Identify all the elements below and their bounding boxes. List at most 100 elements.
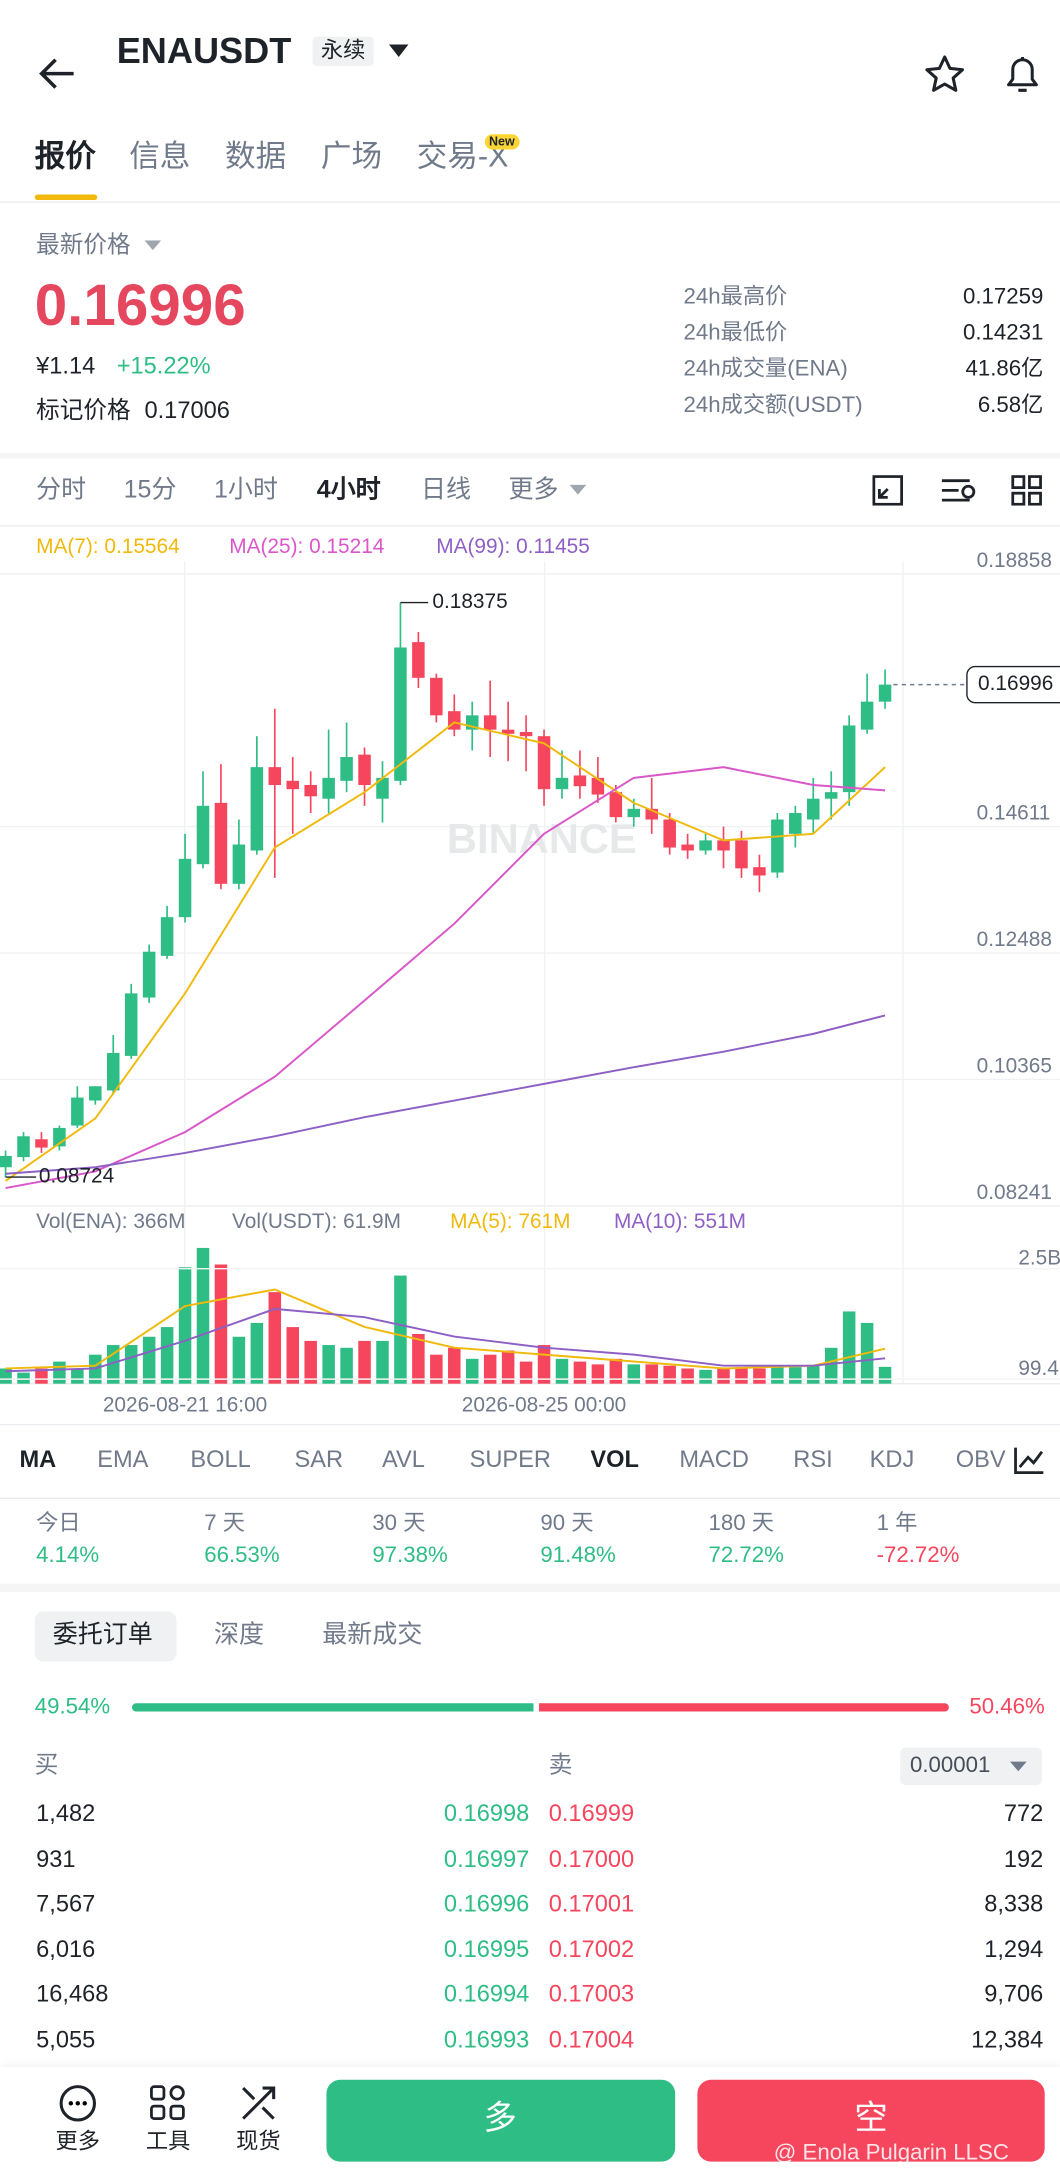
precision: 0.00001 [909, 1753, 991, 1778]
kline-chart: 0.08241 0.10365 0.12488 0.14611 0.18858 BINAN… [0, 535, 1060, 1416]
low-label: 0.08724 [39, 1165, 114, 1188]
bid-qty: 7,567 [36, 1890, 96, 1917]
tab[interactable]: 报价 [34, 138, 96, 174]
period-change: 4.14% [36, 1544, 100, 1568]
stat-value: 6.58亿 [977, 393, 1044, 418]
y-tick-label: 0.18858 [977, 549, 1052, 572]
candle-body [699, 840, 712, 851]
high-label: 0.18375 [432, 590, 507, 613]
tool-label[interactable]: 工具 [145, 2130, 191, 2154]
interval[interactable]: 分时 [36, 475, 87, 504]
candle-body [430, 677, 443, 716]
watermark: @ Enola Pulgarin LLSC [773, 2141, 1009, 2166]
y-tick-label: 0.10365 [977, 1054, 1052, 1077]
indicator[interactable]: MA [19, 1445, 57, 1473]
candle-body [376, 777, 389, 799]
candle-body [340, 757, 353, 781]
volume-bar [448, 1347, 461, 1384]
chart-tools[interactable] [872, 475, 1044, 506]
indicator[interactable]: MACD [679, 1445, 749, 1473]
x-tick-label: 2026-08-25 00:00 [462, 1393, 626, 1416]
tab-pill [34, 1611, 177, 1662]
stat-label: 24h最高价 [683, 285, 788, 309]
interval[interactable]: 日线 [420, 475, 471, 504]
tool-label[interactable]: 更多 [55, 2130, 101, 2154]
interval[interactable]: 4小时 [316, 475, 381, 504]
indicator[interactable]: OBV [955, 1445, 1006, 1473]
candle-body [17, 1136, 30, 1158]
volume-bar [17, 1372, 30, 1384]
volume-bar [537, 1345, 551, 1384]
volume-bar [735, 1367, 748, 1384]
candle-body [573, 775, 587, 787]
candle-body [412, 642, 425, 678]
interval[interactable]: 更多 [508, 475, 559, 504]
tool-label[interactable]: 现货 [236, 2130, 281, 2154]
candle-body [753, 867, 766, 876]
candle-body [268, 767, 282, 785]
volume-bar [196, 1247, 210, 1384]
tab[interactable]: 广场 [320, 138, 383, 174]
interval[interactable]: 1小时 [213, 475, 278, 504]
bid-qty: 931 [36, 1845, 76, 1872]
symbol-title[interactable]: ENAUSDT [116, 29, 292, 72]
divider [0, 1583, 1060, 1593]
bid-price: 0.16993 [443, 2025, 530, 2053]
stat-label: 24h成交额(USDT) [683, 393, 863, 418]
short-button[interactable] [697, 2079, 1045, 2162]
star-icon[interactable] [924, 54, 966, 96]
indicator[interactable]: RSI [793, 1445, 833, 1473]
indicator-settings[interactable] [1013, 1445, 1046, 1476]
orderbook-tab[interactable]: 最新成交 [322, 1620, 423, 1648]
orderbook-tab[interactable]: 深度 [213, 1620, 264, 1648]
volume-bar [824, 1347, 838, 1384]
indicator[interactable]: SAR [294, 1445, 344, 1473]
divider [0, 1423, 1060, 1426]
sell-ratio-bar [539, 1703, 949, 1712]
candle-body [519, 732, 533, 737]
candle-body [394, 647, 407, 781]
period-label: 180 天 [708, 1512, 775, 1536]
bell-icon[interactable] [1002, 53, 1044, 97]
volume-bar [394, 1275, 407, 1384]
volume-bar [753, 1368, 766, 1384]
tab[interactable]: 数据 [225, 138, 287, 174]
price-change: +15.22% [116, 352, 211, 379]
indicator[interactable]: KDJ [869, 1445, 915, 1473]
indicator[interactable]: AVL [382, 1445, 425, 1473]
long-label[interactable]: 多 [483, 2099, 517, 2138]
candle-body [0, 1155, 12, 1168]
tab[interactable]: 信息 [129, 138, 191, 174]
dropdown-icon [1009, 1761, 1027, 1772]
ask-qty: 1,294 [984, 1935, 1044, 1963]
stat-value: 0.14231 [962, 321, 1044, 346]
volume-bar [699, 1369, 712, 1384]
volume-bar [591, 1364, 605, 1384]
volume-bar [430, 1354, 443, 1384]
long-button[interactable] [326, 2079, 676, 2162]
interval[interactable]: 15分 [123, 475, 177, 504]
indicator[interactable]: EMA [97, 1445, 149, 1473]
volume-bar [465, 1358, 479, 1384]
candle-body [322, 777, 335, 799]
ma-legend: MA(25): 0.15214 [229, 535, 384, 558]
indicator[interactable]: VOL [590, 1445, 639, 1473]
volume-bar [340, 1347, 353, 1384]
indicator[interactable]: BOLL [190, 1445, 251, 1473]
indicator[interactable]: SUPER [469, 1445, 551, 1473]
candle-body [735, 840, 748, 869]
bid-price: 0.16994 [443, 1980, 530, 2008]
candle-body [107, 1052, 120, 1091]
candle-body [878, 684, 892, 702]
volume-bar [322, 1345, 335, 1384]
volume-bar [483, 1354, 497, 1384]
divider [0, 201, 1060, 203]
volume-bar [35, 1368, 48, 1384]
candle-body [789, 812, 802, 834]
dropdown-icon[interactable] [388, 43, 410, 60]
short-label[interactable]: 空 [854, 2099, 888, 2138]
orderbook-tab[interactable]: 委托订单 [52, 1620, 153, 1648]
back-icon[interactable] [36, 56, 78, 92]
volume-bar [268, 1292, 282, 1384]
